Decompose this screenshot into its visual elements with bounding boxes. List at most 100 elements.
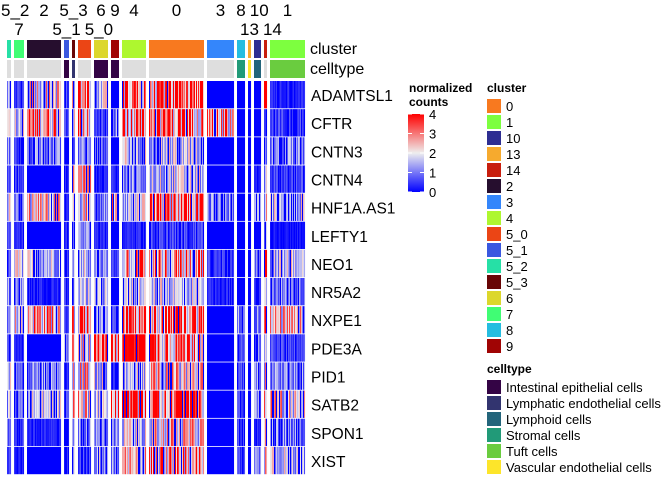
heatmap-cell bbox=[127, 418, 129, 447]
heatmap-cell bbox=[34, 137, 36, 165]
heatmap-cell bbox=[152, 249, 154, 278]
heatmap-cell bbox=[209, 165, 211, 193]
heatmap-cell bbox=[143, 81, 145, 109]
heatmap-cell bbox=[180, 362, 182, 390]
heatmap-cell bbox=[241, 334, 243, 362]
heatmap-cell bbox=[260, 81, 262, 109]
heatmap-cell bbox=[298, 306, 300, 334]
heatmap-cell bbox=[294, 137, 296, 165]
heatmap-cell bbox=[152, 193, 154, 221]
heatmap-cell bbox=[105, 446, 107, 475]
heatmap-cell bbox=[225, 334, 227, 362]
heatmap-cell bbox=[96, 418, 98, 447]
heatmap-cell bbox=[27, 390, 29, 418]
heatmap-cell bbox=[98, 390, 100, 418]
heatmap-cell bbox=[254, 362, 256, 390]
heatmap-cell bbox=[36, 137, 38, 165]
heatmap-cell bbox=[168, 165, 170, 193]
heatmap-cell bbox=[281, 221, 283, 250]
heatmap-cell bbox=[103, 390, 105, 418]
heatmap-cell bbox=[281, 278, 283, 306]
heatmap-cell bbox=[214, 249, 216, 278]
heatmap-cell bbox=[187, 362, 189, 390]
heatmap-cell bbox=[167, 334, 169, 362]
heatmap-cell bbox=[211, 81, 213, 109]
heatmap-cell bbox=[284, 137, 286, 165]
heatmap-cell bbox=[217, 418, 219, 447]
heatmap-cell bbox=[257, 109, 259, 137]
celltype-annotation-cell bbox=[27, 60, 61, 78]
heatmap-cell bbox=[116, 446, 118, 475]
heatmap-cell bbox=[254, 306, 256, 334]
heatmap-cell bbox=[223, 306, 225, 334]
heatmap-cell bbox=[103, 109, 105, 137]
heatmap-cell bbox=[50, 390, 52, 418]
heatmap-cell bbox=[59, 418, 61, 447]
heatmap-cell bbox=[27, 221, 29, 250]
heatmap-cell bbox=[185, 306, 187, 334]
heatmap-cell bbox=[190, 249, 192, 278]
heatmap-cell bbox=[266, 306, 268, 334]
heatmap-cell bbox=[277, 81, 279, 109]
heatmap-cell bbox=[137, 278, 139, 306]
heatmap-cell bbox=[41, 137, 43, 165]
heatmap-cell bbox=[280, 109, 282, 137]
heatmap-cell bbox=[192, 446, 194, 475]
heatmap-cell bbox=[99, 137, 101, 165]
heatmap-cell bbox=[192, 249, 194, 278]
heatmap-cell bbox=[72, 362, 74, 390]
heatmap-cell bbox=[32, 109, 34, 137]
heatmap-cell bbox=[47, 362, 49, 390]
heatmap-cell bbox=[169, 165, 171, 193]
heatmap-cell bbox=[40, 446, 42, 475]
heatmap-cell bbox=[27, 109, 29, 137]
heatmap-cell bbox=[178, 362, 180, 390]
heatmap-cell bbox=[22, 390, 24, 418]
heatmap-cell bbox=[43, 221, 45, 250]
heatmap-cell bbox=[240, 390, 242, 418]
heatmap-cell bbox=[73, 306, 75, 334]
heatmap-cell bbox=[217, 306, 219, 334]
heatmap-cell bbox=[297, 446, 299, 475]
heatmap-cell bbox=[250, 165, 252, 193]
heatmap-cell bbox=[18, 446, 20, 475]
heatmap-cell bbox=[294, 418, 296, 447]
heatmap-cell bbox=[141, 193, 143, 221]
heatmap-cell bbox=[104, 418, 106, 447]
heatmap-cell bbox=[65, 390, 67, 418]
heatmap-cell bbox=[264, 334, 266, 362]
heatmap-cell bbox=[283, 221, 285, 250]
heatmap-cell bbox=[202, 306, 204, 334]
heatmap-cell bbox=[210, 278, 212, 306]
heatmap-cell bbox=[176, 109, 178, 137]
heatmap-cell bbox=[191, 418, 193, 447]
heatmap-cell bbox=[33, 278, 35, 306]
heatmap-cell bbox=[266, 165, 268, 193]
heatmap-cell bbox=[214, 306, 216, 334]
heatmap-cell bbox=[102, 306, 104, 334]
heatmap-cell bbox=[17, 221, 19, 250]
heatmap-cell bbox=[207, 109, 209, 137]
heatmap-cell bbox=[194, 278, 196, 306]
heatmap-cell bbox=[182, 306, 184, 334]
heatmap-cell bbox=[158, 249, 160, 278]
heatmap-cell bbox=[299, 390, 301, 418]
heatmap-cell bbox=[42, 165, 44, 193]
heatmap-cell bbox=[27, 446, 29, 475]
heatmap-cell bbox=[53, 81, 55, 109]
heatmap-cell bbox=[229, 362, 231, 390]
heatmap-cell bbox=[221, 418, 223, 447]
heatmap-cell bbox=[220, 418, 222, 447]
heatmap-cell bbox=[136, 334, 138, 362]
heatmap-cell bbox=[137, 334, 139, 362]
heatmap-cell bbox=[213, 249, 215, 278]
heatmap-cell bbox=[258, 278, 260, 306]
heatmap-cell bbox=[276, 362, 278, 390]
heatmap-cell bbox=[294, 81, 296, 109]
heatmap-cell bbox=[177, 390, 179, 418]
heatmap-cell bbox=[221, 390, 223, 418]
heatmap-cell bbox=[139, 165, 141, 193]
heatmap-cell bbox=[74, 446, 76, 475]
heatmap-cell bbox=[241, 390, 243, 418]
heatmap-cell bbox=[280, 81, 282, 109]
